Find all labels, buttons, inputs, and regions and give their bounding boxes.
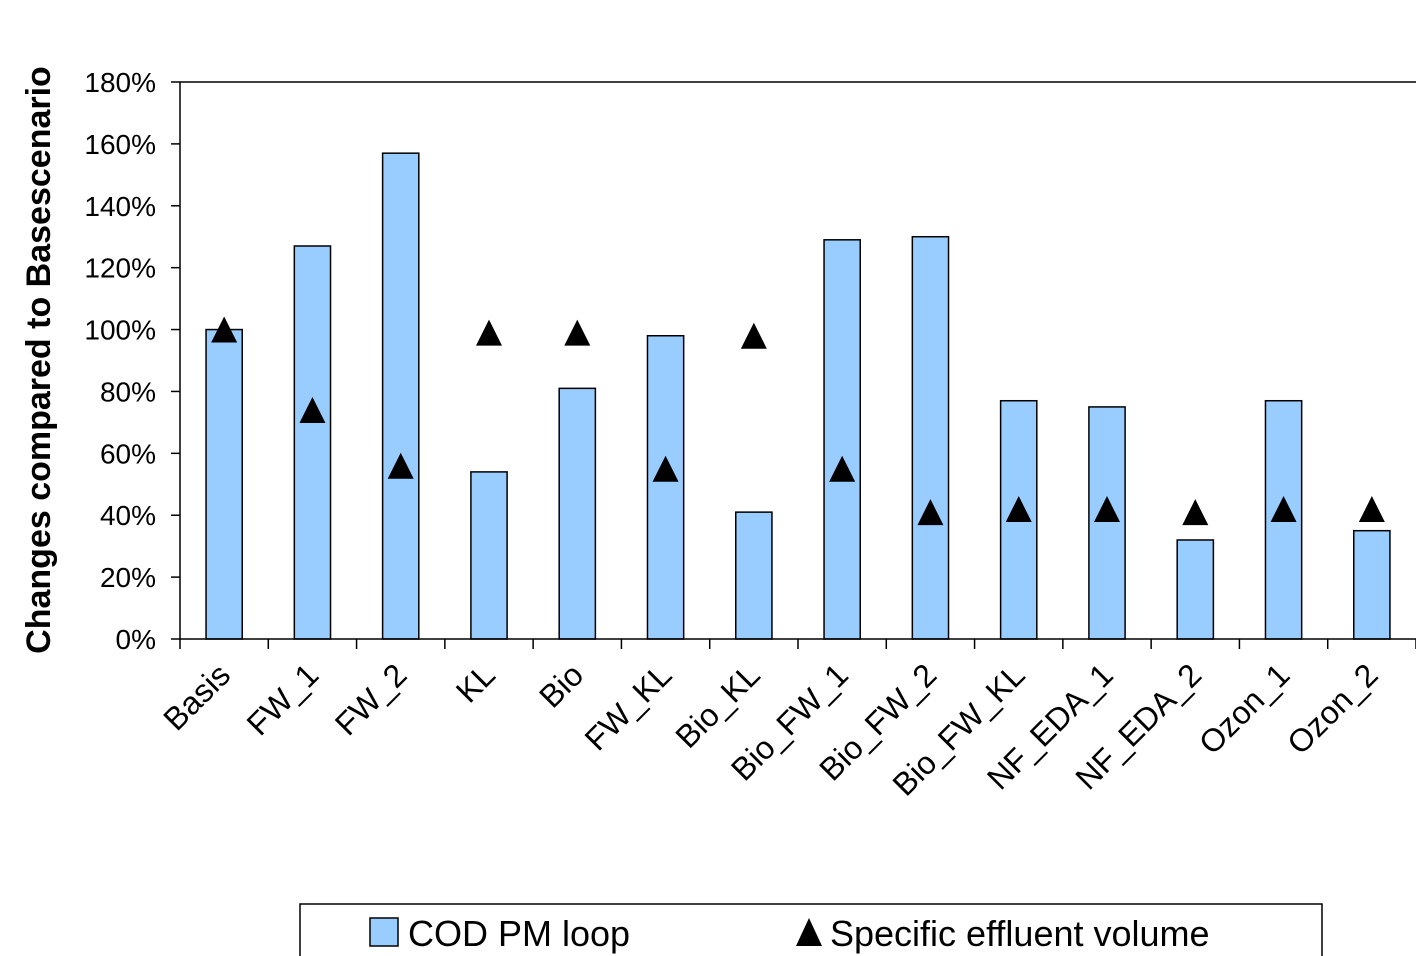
y-tick-label: 100% (84, 315, 156, 346)
x-axis-labels: Basis FW_1 FW_2 KL BioFW_KLBio_KLBio_FW_1Bio… (156, 656, 1385, 802)
marker-nf-eda-2 (1182, 499, 1209, 526)
x-tick-label: Ozon_1 (1192, 656, 1297, 761)
bar-fw-2 (381, 152, 420, 640)
marker-fw-1 (299, 397, 326, 424)
bar-nf-eda-2 (1176, 539, 1215, 640)
x-tick-label: KL (449, 656, 502, 709)
y-tick-label: 140% (84, 191, 156, 222)
bar-basis (205, 328, 243, 640)
x-tick-label: Bio (532, 656, 590, 714)
legend-label-effluent: Specific effluent volume (830, 913, 1210, 954)
marker-kl (476, 319, 502, 346)
bar-series (205, 152, 1391, 640)
marker-fw-kl (652, 455, 679, 482)
marker-series (211, 316, 1385, 526)
bar-nf-eda-1 (1088, 406, 1126, 640)
marker-bio-kl (740, 322, 767, 349)
y-axis-title: Changes compared to Basescenario (20, 66, 58, 654)
marker-bio-fw-1 (829, 455, 856, 482)
y-tick-label: 20% (100, 562, 156, 593)
legend-swatch-cod (369, 917, 399, 947)
legend-marker-effluent (796, 918, 822, 946)
y-tick-label: 80% (100, 376, 156, 407)
bar-bio (558, 387, 597, 640)
y-tick-label: 160% (84, 129, 156, 160)
x-tick-label: Basis (156, 656, 237, 737)
x-tick-label: FW_1 (240, 656, 326, 742)
y-tick-label: 60% (100, 438, 156, 469)
y-tick-label: 180% (84, 67, 156, 98)
y-tick-label: 0% (116, 624, 156, 655)
y-tick-label: 120% (84, 253, 156, 284)
marker-nf-eda-1 (1094, 496, 1120, 523)
bar-bio-fw-1 (823, 239, 861, 640)
y-tick-label: 40% (100, 500, 156, 531)
marker-bio-fw-2 (917, 499, 944, 526)
marker-bio (564, 319, 591, 346)
legend: COD PM loop Specific effluent volume (299, 903, 1323, 956)
marker-basis (211, 316, 238, 343)
marker-ozon-2 (1358, 496, 1385, 523)
bar-bio-kl (735, 511, 773, 640)
x-tick-label: Ozon_2 (1280, 656, 1385, 761)
x-tick-label: FW_2 (328, 656, 414, 742)
marker-ozon-1 (1270, 496, 1297, 523)
bar-bio-fw-2 (911, 235, 950, 640)
legend-label-cod: COD PM loop (408, 913, 630, 954)
axes (179, 81, 1416, 649)
marker-fw-2 (387, 452, 414, 479)
bar-fw-kl (646, 334, 685, 640)
bar-ozon-2 (1353, 529, 1391, 640)
x-tick-label: FW_KL (578, 656, 679, 757)
bar-kl (470, 471, 508, 640)
marker-bio-fw-kl (1005, 496, 1032, 523)
bar-fw-1 (293, 245, 332, 640)
y-axis-ticks: 0% 20% 40% 60% 80% 100% 120% 140% 160% 180% (84, 67, 180, 655)
